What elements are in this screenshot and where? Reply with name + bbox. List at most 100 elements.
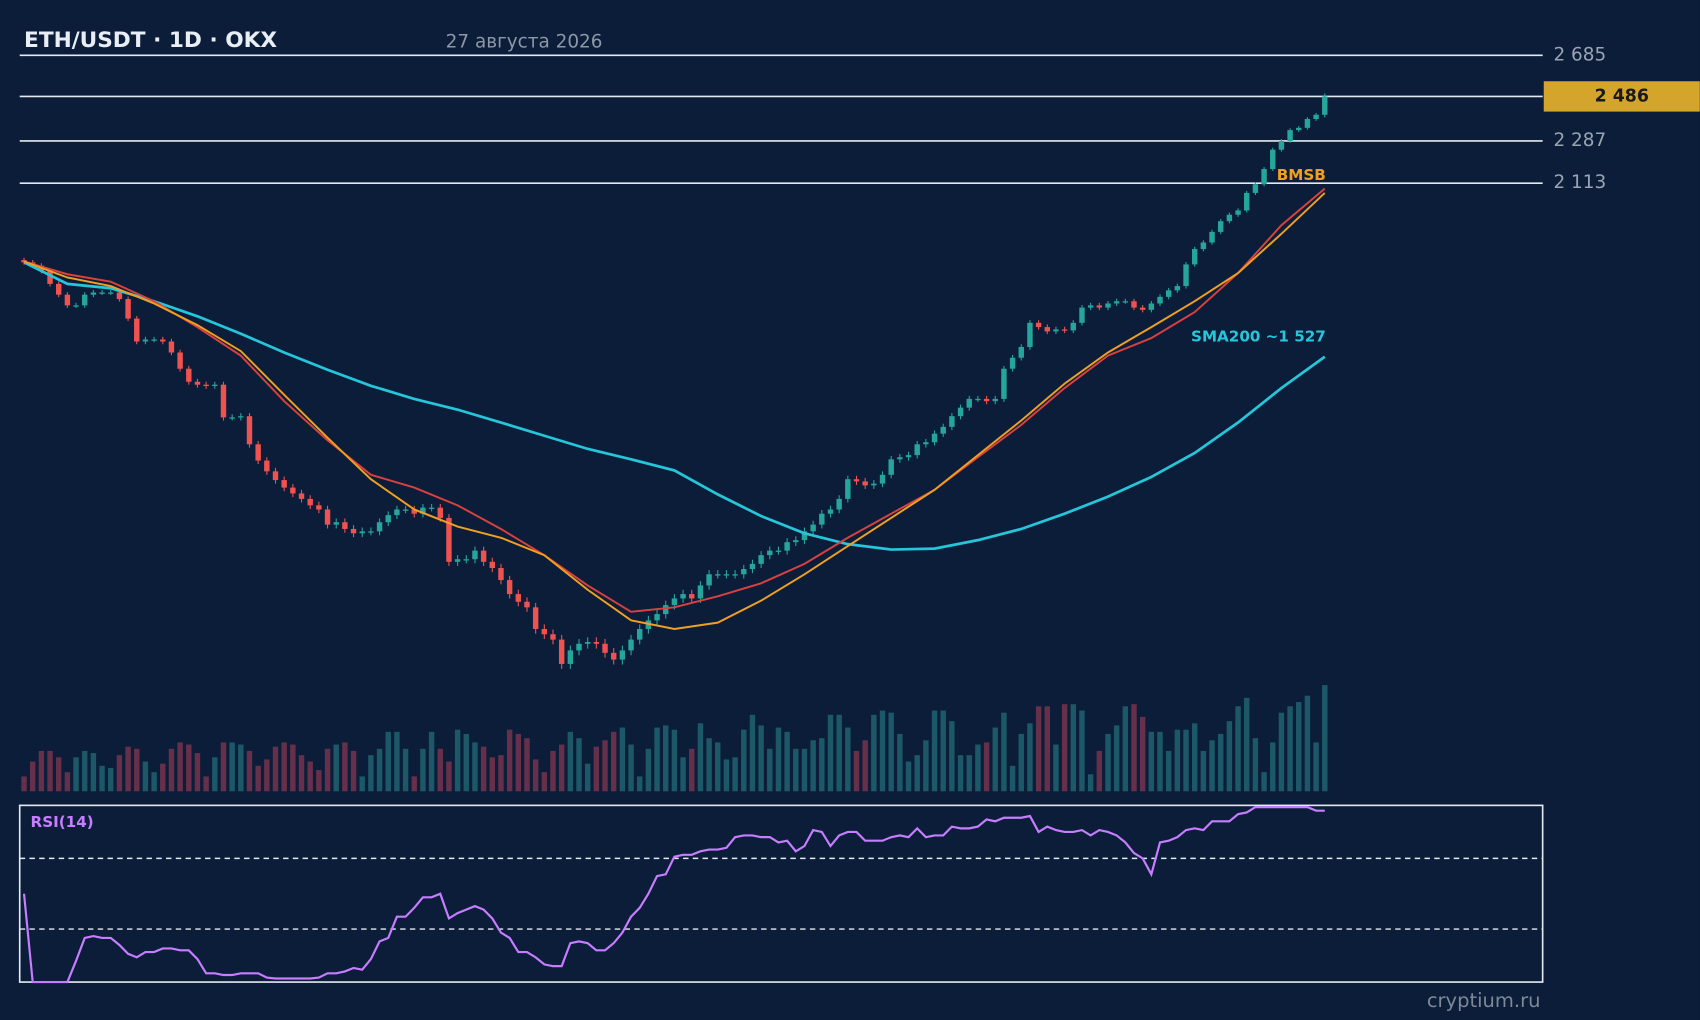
volume-bar [715, 742, 721, 792]
candle-body [437, 507, 443, 518]
candle-body [472, 550, 478, 560]
candle-body [108, 292, 114, 294]
candle-body [1157, 296, 1163, 304]
volume-bar [1018, 733, 1024, 792]
volume-bar [359, 776, 365, 792]
volume-bar [992, 727, 998, 792]
candle-body [1105, 303, 1111, 308]
volume-bar [290, 744, 296, 792]
volume-bar [940, 710, 946, 792]
candle-body [82, 294, 88, 306]
candle-body [281, 480, 287, 488]
last-price-label: 2 486 [1595, 86, 1649, 106]
volume-bar [29, 761, 36, 792]
volume-bar [567, 731, 574, 792]
volume-bar [99, 765, 105, 792]
volume-bar [576, 738, 582, 792]
candle-body [801, 531, 808, 541]
candle-body [550, 634, 556, 640]
volume-bar [264, 759, 270, 792]
volume-bar [402, 748, 409, 792]
candle-body [1009, 357, 1016, 369]
volume-bar [871, 714, 877, 792]
volume-bar [1218, 733, 1224, 792]
candle-body [931, 433, 938, 443]
volume-bar [1226, 721, 1233, 792]
volume-bar [905, 761, 912, 792]
volume-bar [454, 729, 461, 792]
volume-bar [1174, 729, 1181, 792]
volume-bar [47, 750, 53, 792]
candle-body [1322, 96, 1328, 115]
volume-bar [1165, 750, 1172, 792]
candle-body [732, 574, 738, 576]
volume-bar [819, 738, 825, 792]
volume-bar [368, 755, 374, 792]
volume-bar [1139, 716, 1146, 792]
candle-body [1183, 264, 1189, 287]
candle-body [1287, 130, 1293, 141]
volume-bar [1270, 742, 1276, 792]
volume-bar [307, 761, 313, 792]
candle-body [385, 515, 391, 523]
candle-body [160, 339, 166, 342]
candle-body [671, 598, 678, 606]
volume-bar [671, 729, 678, 792]
candle-body [246, 416, 253, 445]
candle-body [576, 643, 582, 651]
volume-bar [1122, 706, 1129, 792]
candle-body [1044, 327, 1050, 332]
volume-bar [411, 776, 417, 792]
volume-bar [1044, 706, 1050, 792]
candle-body [749, 563, 756, 570]
candle-body [1209, 231, 1215, 243]
volume-bar [116, 755, 123, 792]
volume-bar [324, 748, 331, 792]
volume-bar [801, 748, 808, 792]
candle-body [593, 641, 600, 644]
volume-bar [888, 712, 894, 792]
candle-body [116, 292, 123, 300]
volume-bar [923, 740, 929, 792]
y-tick-label: 2 113 [1553, 172, 1606, 193]
candle-body [1235, 210, 1241, 215]
candle-body [446, 517, 452, 562]
volume-bar [168, 748, 175, 792]
volume-bar [558, 744, 565, 792]
candle-body [689, 594, 695, 599]
volume-bar [142, 761, 149, 792]
candle-body [324, 509, 331, 525]
volume-bar [810, 740, 816, 792]
candle-body [1191, 249, 1198, 265]
volume-bar [524, 738, 530, 792]
volume-bar [21, 776, 27, 792]
candle-body [810, 524, 816, 532]
candle-body [1096, 305, 1103, 308]
rsi-line [22, 806, 1325, 984]
candle-body [1027, 322, 1033, 347]
candle-body [272, 471, 279, 481]
volume-bar [498, 755, 504, 792]
y-tick-label: 2 685 [1553, 44, 1606, 65]
volume-bar [472, 742, 478, 792]
volume-bar [1009, 765, 1016, 792]
volume-bar [342, 742, 348, 792]
volume-bar [1113, 725, 1120, 792]
volume-bar [1061, 704, 1068, 792]
candle-body [905, 455, 912, 458]
volume-bar [376, 748, 383, 792]
candle-body [1261, 169, 1267, 185]
candle-body [758, 555, 764, 564]
candle-body [1035, 322, 1042, 328]
candle-body [394, 509, 400, 516]
candle-body [90, 292, 97, 295]
volume-bar [1087, 774, 1094, 792]
volume-bar [1200, 750, 1207, 792]
volume-bar [689, 748, 695, 792]
candle-body [940, 426, 946, 434]
watermark: cryptium.ru [1427, 989, 1541, 1012]
volume-bar [64, 772, 71, 792]
volume-bar [246, 750, 253, 792]
